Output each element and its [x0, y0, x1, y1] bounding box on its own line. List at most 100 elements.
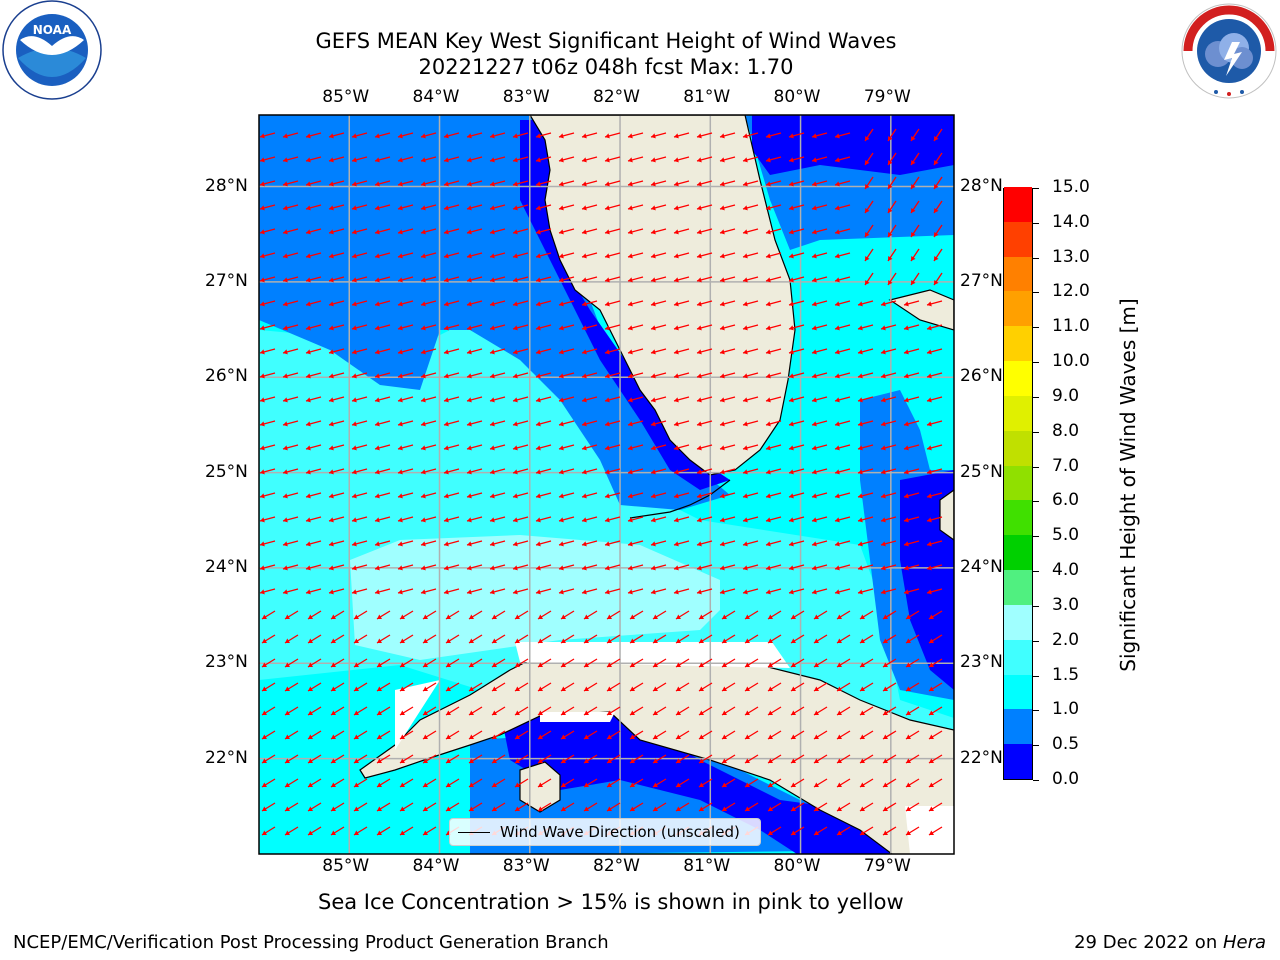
wind-wave-arrow — [374, 348, 391, 355]
wind-wave-arrow — [535, 132, 552, 139]
wind-wave-arrow — [489, 588, 506, 595]
wind-wave-arrow — [627, 228, 644, 235]
longitude-label: 84°W — [412, 87, 460, 107]
wind-wave-arrow — [376, 754, 391, 764]
wind-wave-arrow — [698, 682, 713, 692]
colorbar-segment — [1004, 325, 1032, 362]
wind-wave-arrow — [376, 706, 391, 716]
wind-wave-arrow — [422, 730, 437, 740]
wind-wave-arrow — [512, 204, 529, 211]
colorbar-tick-label: 2.0 — [1052, 629, 1080, 650]
wind-wave-arrow — [445, 658, 460, 668]
wind-wave-arrow — [466, 420, 483, 427]
masked-strip-cuba-west — [395, 680, 440, 750]
wind-wave-arrow — [627, 348, 644, 355]
wind-wave-arrow — [859, 826, 874, 836]
colorbar-tick-label: 6.0 — [1052, 490, 1080, 511]
wind-wave-arrow — [719, 252, 736, 259]
wind-wave-arrow — [744, 658, 759, 668]
wind-wave-arrow — [811, 156, 828, 163]
wind-wave-arrow — [767, 802, 782, 812]
wind-wave-arrow — [282, 324, 299, 331]
wind-wave-arrow — [397, 252, 414, 259]
wind-wave-arrow — [811, 204, 828, 211]
wind-wave-arrow — [650, 204, 667, 211]
wind-wave-arrow — [259, 588, 276, 595]
wind-wave-arrow — [627, 396, 644, 403]
wind-wave-arrow — [903, 324, 920, 331]
wind-wave-arrow — [880, 516, 897, 523]
wind-wave-arrow — [443, 396, 460, 403]
wind-wave-arrow — [765, 252, 782, 259]
wind-wave-arrow — [468, 610, 483, 620]
wind-wave-arrow — [857, 468, 874, 475]
wind-wave-arrow — [880, 348, 897, 355]
wind-wave-arrow — [399, 658, 414, 668]
wind-wave-arrow — [742, 252, 759, 259]
wind-wave-arrow — [397, 540, 414, 547]
wind-wave-arrow — [397, 276, 414, 283]
wind-wave-arrow — [604, 276, 621, 283]
wind-wave-arrow — [353, 706, 368, 716]
wind-wave-arrow — [353, 610, 368, 620]
wind-wave-arrow — [903, 372, 920, 379]
wind-wave-arrow — [466, 348, 483, 355]
wind-wave-arrow — [627, 276, 644, 283]
wind-wave-arrow — [282, 204, 299, 211]
wind-wave-arrow — [376, 802, 391, 812]
wind-wave-arrow — [928, 706, 943, 716]
colorbar-tick-mark — [1033, 466, 1039, 468]
wind-wave-arrow — [512, 132, 529, 139]
wind-wave-arrow — [284, 802, 299, 812]
wind-wave-arrow — [466, 444, 483, 451]
wind-wave-arrow — [698, 634, 713, 644]
wind-wave-arrow — [351, 540, 368, 547]
wind-wave-arrow — [675, 682, 690, 692]
wind-wave-arrow — [721, 682, 736, 692]
wind-wave-arrow — [535, 564, 552, 571]
wind-wave-arrow — [767, 706, 782, 716]
wind-wave-arrow — [468, 802, 483, 812]
wind-wave-arrow — [491, 610, 506, 620]
wind-wave-arrow — [719, 516, 736, 523]
wind-wave-arrow — [537, 802, 552, 812]
latitude-label: 27°N — [960, 270, 1003, 291]
wind-wave-arrow — [259, 132, 276, 139]
wind-wave-arrow — [305, 468, 322, 475]
wind-wave-arrow — [307, 778, 322, 788]
wind-wave-arrow — [696, 420, 713, 427]
wind-wave-arrow — [742, 372, 759, 379]
wind-wave-arrow — [719, 276, 736, 283]
wind-wave-arrow — [374, 468, 391, 475]
colorbar-tick-label: 1.0 — [1052, 699, 1080, 720]
wind-wave-arrow — [698, 778, 713, 788]
wind-wave-arrow — [328, 300, 345, 307]
wind-wave-arrow — [696, 276, 713, 283]
wind-wave-arrow — [882, 754, 897, 764]
wind-wave-arrow — [583, 658, 598, 668]
wind-wave-arrow — [834, 396, 851, 403]
wind-wave-arrow — [282, 564, 299, 571]
wind-wave-arrow — [859, 730, 874, 740]
colorbar-segment — [1004, 430, 1032, 466]
longitude-label: 79°W — [863, 87, 911, 107]
wind-wave-arrow — [673, 468, 690, 475]
wind-wave-arrow — [673, 588, 690, 595]
wind-wave-arrow — [606, 706, 621, 716]
wind-wave-arrow — [864, 200, 874, 214]
wind-wave-arrow — [284, 682, 299, 692]
wind-wave-arrow — [282, 396, 299, 403]
wind-wave-arrow — [466, 564, 483, 571]
wind-wave-arrow — [864, 272, 874, 286]
wind-wave-arrow — [696, 348, 713, 355]
cuba-land — [359, 644, 954, 854]
colorbar-tick-mark — [1033, 571, 1039, 573]
wind-wave-arrow — [933, 248, 943, 262]
wind-wave-arrow — [788, 180, 805, 187]
wind-wave-arrow — [443, 444, 460, 451]
wind-wave-arrow — [445, 778, 460, 788]
wind-wave-arrow — [606, 658, 621, 668]
wind-wave-arrow — [882, 634, 897, 644]
wind-wave-arrow — [305, 132, 322, 139]
wind-wave-arrow — [767, 610, 782, 620]
